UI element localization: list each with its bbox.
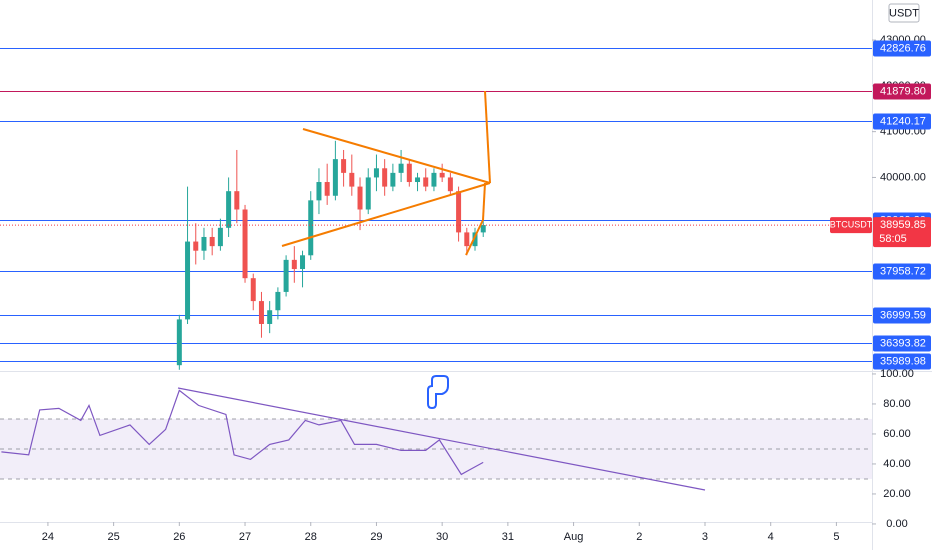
- x-tick-label: Aug: [564, 531, 584, 543]
- last-price-label: 38959.85: [880, 219, 926, 231]
- currency-box[interactable]: [888, 3, 920, 23]
- candle-body: [406, 163, 412, 183]
- level-label-box: [873, 40, 931, 57]
- candle-body: [373, 168, 379, 178]
- x-tick-label: 31: [502, 531, 514, 543]
- level-label: 36999.59: [880, 309, 926, 321]
- candle-body: [332, 159, 338, 196]
- level-label: 41879.80: [880, 85, 926, 97]
- level-label-box: [873, 353, 931, 370]
- candle-body: [365, 177, 371, 210]
- x-tick-label: 30: [436, 531, 448, 543]
- countdown: 58:05: [879, 233, 907, 245]
- x-tick-label: 24: [42, 531, 54, 543]
- x-tick-label: 4: [768, 531, 774, 543]
- level-label: 37958.72: [880, 265, 926, 277]
- x-tick-label: 2: [636, 531, 642, 543]
- candle-body: [390, 172, 396, 187]
- x-tick-label: 28: [305, 531, 317, 543]
- candle-body: [193, 241, 199, 251]
- level-label: 41240.17: [880, 115, 926, 127]
- candle-body: [226, 191, 232, 228]
- candle-body: [234, 191, 240, 210]
- y-tick-label: 80.00: [883, 398, 911, 410]
- candle-body: [447, 177, 453, 192]
- trendline: [484, 90, 491, 184]
- x-tick-label: 26: [173, 531, 185, 543]
- y-tick-label: 60.00: [883, 428, 911, 440]
- candle-body: [267, 310, 273, 324]
- level-label: 42826.76: [880, 42, 926, 54]
- candle-body: [349, 172, 355, 187]
- level-label: 36393.82: [880, 337, 926, 349]
- candle-body: [480, 225, 486, 233]
- candle-body: [456, 191, 462, 233]
- candle-body: [472, 232, 478, 247]
- level-label-box: [873, 263, 931, 280]
- level-label-box: [873, 83, 931, 100]
- level-label-box: [873, 335, 931, 352]
- y-tick-label: 100.00: [880, 368, 914, 380]
- candle-body: [185, 241, 191, 320]
- level-label: 35989.98: [880, 355, 926, 367]
- candle-body: [217, 227, 223, 247]
- triangle-drawing: [281, 90, 491, 256]
- candle-body: [357, 186, 363, 210]
- y-tick-label: 40000.00: [880, 171, 926, 183]
- candle-body: [439, 172, 445, 178]
- y-tick-label: 20.00: [883, 488, 911, 500]
- candle-body: [382, 168, 388, 187]
- candle-body: [176, 319, 182, 366]
- candle-body: [415, 177, 421, 183]
- candle-body: [316, 182, 322, 201]
- candle-body: [242, 209, 248, 279]
- trendline: [465, 219, 484, 256]
- candle-body: [275, 291, 281, 311]
- hand-icon: [427, 375, 449, 410]
- x-tick-label: 29: [370, 531, 382, 543]
- rsi-line: [1, 389, 484, 476]
- x-tick-label: 27: [239, 531, 251, 543]
- candle-body: [283, 259, 289, 292]
- currency[interactable]: USDT: [889, 7, 919, 19]
- candle-body: [308, 200, 314, 256]
- candle-body: [423, 177, 429, 187]
- candle-body: [258, 301, 264, 324]
- symbol-label: BTCUSDT: [830, 219, 873, 229]
- candle-body: [398, 163, 404, 173]
- x-tick-label: 5: [833, 531, 839, 543]
- candle-body: [291, 259, 297, 270]
- x-tick-label: 25: [107, 531, 119, 543]
- level-label-box: [873, 307, 931, 324]
- marks: 43000.0042000.0041000.0040000.0024252627…: [0, 34, 931, 543]
- y-tick-label: 40.00: [883, 458, 911, 470]
- candle-body: [201, 236, 207, 251]
- level-label-box: [873, 113, 931, 130]
- symbol-box: [830, 217, 872, 234]
- last-price-box: [873, 217, 931, 248]
- candle-body: [209, 236, 215, 247]
- trendline: [281, 182, 491, 247]
- y-tick-label: 0.00: [886, 518, 907, 530]
- candle-body: [341, 159, 347, 173]
- rsi-trendline: [177, 387, 706, 491]
- trendline: [302, 128, 491, 184]
- candle-body: [324, 182, 330, 196]
- candle-body: [250, 278, 256, 302]
- x-tick-label: 3: [702, 531, 708, 543]
- trendline: [482, 182, 486, 221]
- candle-body: [300, 255, 306, 270]
- candle-body: [464, 232, 470, 247]
- candle-body: [431, 172, 437, 187]
